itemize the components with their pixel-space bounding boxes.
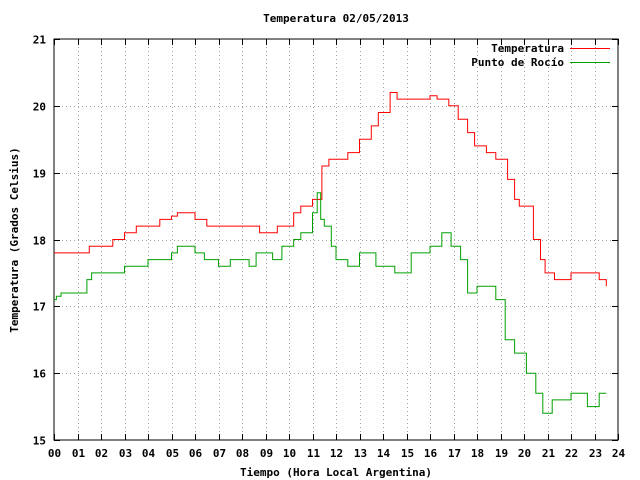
x-tick-label: 22	[565, 447, 578, 460]
x-axis: 00 01 02 03 04 05 06 07 08 09 10 11 12 13 14 15 16 17 18 19…	[48, 39, 626, 460]
legend-label: Punto de Rocío	[471, 56, 564, 69]
y-tick-label: 18	[33, 235, 46, 248]
x-tick-label: 17	[448, 447, 461, 460]
x-tick-label: 16	[424, 447, 438, 460]
x-tick-label: 23	[589, 447, 602, 460]
chart-title: Temperatura 02/05/2013	[263, 12, 409, 25]
x-tick-label: 08	[236, 447, 249, 460]
legend-label: Temperatura	[491, 42, 564, 55]
x-tick-label: 14	[377, 447, 391, 460]
x-tick-label: 13	[354, 447, 367, 460]
series-line-temperatura	[54, 92, 607, 287]
x-tick-label: 06	[189, 447, 203, 460]
x-tick-label: 11	[307, 447, 321, 460]
y-tick-label: 20	[33, 101, 46, 114]
x-tick-label: 19	[495, 447, 508, 460]
x-tick-label: 00	[48, 447, 61, 460]
x-tick-label: 04	[142, 447, 156, 460]
y-axis: 15 16 17 18 19 20 21	[33, 34, 618, 448]
y-tick-label: 16	[33, 368, 47, 381]
series-line-punto-de-rocio	[54, 192, 607, 414]
grid	[54, 39, 618, 440]
x-tick-label: 07	[213, 447, 226, 460]
x-axis-label: Tiempo (Hora Local Argentina)	[240, 466, 432, 479]
x-tick-label: 24	[612, 447, 626, 460]
x-tick-label: 12	[330, 447, 343, 460]
x-tick-label: 15	[401, 447, 414, 460]
x-tick-label: 21	[542, 447, 556, 460]
x-tick-label: 05	[166, 447, 179, 460]
x-tick-label: 01	[72, 447, 86, 460]
series-lines	[54, 92, 607, 414]
x-tick-label: 10	[283, 447, 296, 460]
y-axis-label: Temperatura (Grados Celsius)	[8, 147, 21, 332]
x-tick-label: 20	[518, 447, 531, 460]
y-tick-label: 21	[33, 34, 47, 47]
x-tick-label: 18	[471, 447, 484, 460]
x-tick-label: 02	[95, 447, 108, 460]
y-tick-label: 17	[33, 301, 46, 314]
x-tick-label: 09	[260, 447, 273, 460]
x-tick-label: 03	[119, 447, 132, 460]
y-tick-label: 19	[33, 168, 46, 181]
y-tick-label: 15	[33, 435, 46, 448]
